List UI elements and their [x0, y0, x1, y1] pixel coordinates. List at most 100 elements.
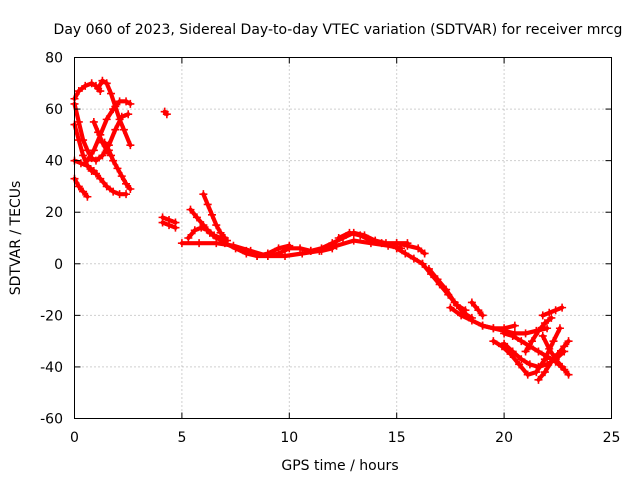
data-point: [102, 79, 111, 88]
data-point: [96, 174, 105, 183]
data-point: [467, 298, 476, 307]
grid: [74, 57, 612, 419]
data-point: [523, 370, 532, 379]
data-point: [551, 355, 560, 364]
y-tick-label: 40: [45, 154, 63, 170]
data-point: [281, 252, 290, 261]
data-point: [124, 110, 133, 119]
data-point: [547, 357, 556, 366]
data-point: [450, 298, 459, 307]
data-point: [111, 125, 120, 134]
data-point: [467, 316, 476, 325]
data-point: [500, 339, 509, 348]
data-point: [457, 311, 466, 320]
data-point: [98, 76, 107, 85]
data-point: [83, 192, 92, 201]
data-point: [122, 190, 131, 199]
data-point: [564, 337, 573, 346]
data-point: [74, 117, 83, 126]
data-point: [165, 215, 174, 224]
data-point: [377, 239, 386, 248]
data-point: [403, 241, 412, 250]
series-arc-14: [186, 205, 227, 245]
data-point: [517, 337, 526, 346]
data-point: [81, 81, 90, 90]
data-point: [91, 156, 100, 165]
series-line: [469, 300, 485, 318]
data-point: [190, 226, 199, 235]
data-point: [115, 115, 124, 124]
data-point: [543, 324, 552, 333]
series-arc-33: [538, 303, 567, 320]
series-line: [394, 241, 427, 256]
data-point: [117, 172, 126, 181]
data-point: [564, 370, 573, 379]
data-point: [547, 313, 556, 322]
data-point: [199, 221, 208, 230]
y-tick-label: 80: [45, 51, 63, 67]
series-arc-24: [424, 264, 476, 322]
data-point: [76, 159, 85, 168]
data-point: [540, 368, 549, 377]
series-line: [540, 305, 565, 318]
series-arc-9: [100, 138, 135, 194]
data-point: [478, 311, 487, 320]
data-point: [553, 350, 562, 359]
data-point: [171, 218, 180, 227]
data-point: [263, 249, 272, 258]
y-tick-labels: -60 -40 -20 0 20 40 60 80: [40, 51, 63, 428]
data-point: [534, 375, 543, 384]
data-point: [414, 244, 423, 253]
data-point: [186, 205, 195, 214]
x-tick-label: 20: [495, 430, 513, 446]
data-point: [122, 179, 131, 188]
data-point: [392, 244, 401, 253]
data-point: [525, 360, 534, 369]
data-point: [317, 244, 326, 253]
data-point: [521, 347, 530, 356]
data-point: [489, 324, 498, 333]
data-point: [94, 128, 103, 137]
series-arc-21: [392, 239, 429, 258]
data-point: [532, 368, 541, 377]
data-point: [126, 141, 135, 150]
series-arc-10: [160, 107, 171, 119]
data-point: [558, 303, 567, 312]
data-point: [489, 337, 498, 346]
data-point: [540, 319, 549, 328]
y-tick-label: 20: [45, 205, 63, 221]
data-point: [534, 326, 543, 335]
x-tick-label: 5: [177, 430, 186, 446]
data-point: [89, 117, 98, 126]
series-line: [72, 176, 90, 199]
data-point: [253, 252, 262, 261]
data-point: [510, 321, 519, 330]
data-point: [545, 308, 554, 317]
data-point: [79, 151, 88, 160]
data-point: [558, 362, 567, 371]
data-point: [560, 342, 569, 351]
data-point: [424, 264, 433, 273]
data-point: [104, 146, 113, 155]
data-point: [158, 213, 167, 222]
chart-title: Day 060 of 2023, Sidereal Day-to-day VTE…: [54, 22, 623, 38]
data-point: [87, 79, 96, 88]
x-tick-label: 25: [603, 430, 621, 446]
data-point: [195, 239, 204, 248]
series-arc-26: [467, 298, 487, 320]
data-point: [517, 355, 526, 364]
data-point: [515, 360, 524, 369]
data-point: [508, 347, 517, 356]
data-point: [555, 324, 564, 333]
plot-frame: [74, 57, 612, 419]
data-point: [356, 231, 365, 240]
data-point: [74, 182, 83, 191]
data-point: [446, 303, 455, 312]
data-point: [366, 236, 375, 245]
x-tick-label: 0: [70, 430, 79, 446]
data-point: [109, 187, 118, 196]
x-tick-label: 15: [388, 430, 406, 446]
data-point: [478, 321, 487, 330]
data-point: [212, 239, 221, 248]
